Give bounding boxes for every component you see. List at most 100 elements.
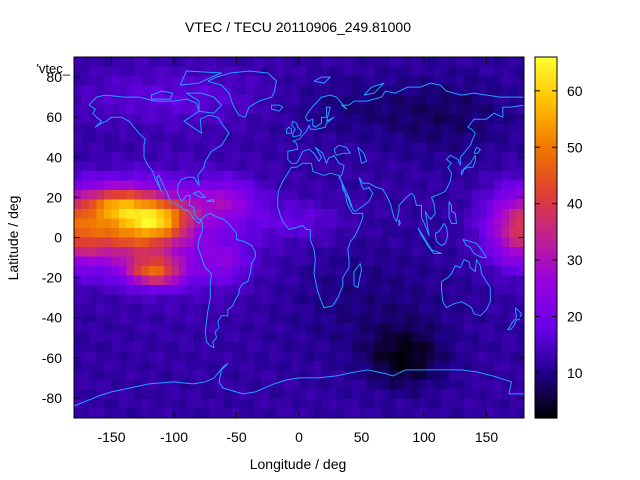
heatmap-cell: [314, 104, 322, 115]
heatmap-cell: [201, 237, 210, 248]
heatmap-cell: [149, 66, 157, 77]
heatmap-cell: [366, 76, 375, 86]
heatmap-cell: [96, 123, 105, 134]
heatmap-cell: [96, 399, 105, 409]
heatmap-cell: [374, 123, 382, 134]
heatmap-cell: [396, 370, 405, 381]
heatmap-cell: [389, 66, 397, 77]
heatmap-cell: [201, 275, 210, 286]
heatmap-cell: [366, 256, 375, 267]
heatmap-cell: [396, 237, 405, 248]
heatmap-cell: [381, 247, 390, 257]
heatmap-cell: [209, 294, 217, 305]
heatmap-cell: [111, 85, 120, 96]
heatmap-cell: [231, 313, 240, 324]
heatmap-cell: [374, 285, 382, 295]
heatmap-cell: [321, 161, 330, 172]
heatmap-cell: [119, 399, 127, 409]
heatmap-cell: [126, 275, 135, 286]
colorbar-segment: [535, 381, 557, 386]
heatmap-cell: [284, 228, 292, 238]
colorbar-segment: [535, 372, 557, 377]
y-tick-label: -60: [42, 350, 62, 366]
heatmap-cell: [299, 285, 307, 295]
heatmap-cell: [74, 114, 82, 124]
heatmap-cell: [141, 85, 150, 96]
heatmap-cell: [276, 380, 285, 390]
heatmap-cell: [126, 123, 135, 134]
heatmap-cell: [486, 247, 495, 257]
heatmap-cell: [314, 361, 322, 371]
heatmap-cell: [381, 304, 390, 314]
heatmap-cell: [426, 304, 435, 314]
heatmap-cell: [104, 180, 112, 191]
colorbar-segment: [535, 207, 557, 212]
heatmap-cell: [456, 408, 465, 419]
heatmap-cell: [186, 256, 195, 267]
heatmap-cell: [456, 104, 465, 115]
heatmap-cell: [134, 256, 142, 267]
heatmap-cell: [389, 171, 397, 181]
heatmap-cell: [231, 123, 240, 134]
colorbar-segment: [535, 180, 557, 184]
heatmap-cell: [89, 266, 97, 276]
heatmap-cell: [164, 152, 172, 162]
heatmap-cell: [231, 218, 240, 229]
heatmap-cell: [381, 190, 390, 200]
heatmap-cell: [381, 199, 390, 210]
colorbar-segment: [535, 396, 557, 401]
heatmap-cell: [374, 256, 382, 267]
heatmap-cell: [449, 209, 457, 219]
heatmap-cell: [119, 294, 127, 305]
heatmap-cell: [359, 218, 367, 229]
heatmap-cell: [381, 152, 390, 162]
heatmap-cell: [149, 133, 157, 143]
heatmap-cell: [194, 218, 202, 229]
heatmap-cell: [164, 351, 172, 362]
heatmap-cell: [494, 247, 502, 257]
heatmap-cell: [456, 218, 465, 229]
heatmap-cell: [261, 370, 270, 381]
heatmap-cell: [486, 180, 495, 191]
heatmap-cell: [291, 342, 300, 352]
heatmap-cell: [96, 209, 105, 219]
heatmap-cell: [194, 228, 202, 238]
heatmap-cell: [254, 123, 262, 134]
coastline-victoria-island: [151, 90, 174, 100]
heatmap-cell: [411, 142, 420, 153]
heatmap-cell: [426, 370, 435, 381]
heatmap-cell: [171, 313, 180, 324]
heatmap-cell: [351, 408, 360, 419]
heatmap-cell: [179, 66, 187, 77]
heatmap-cell: [171, 133, 180, 143]
heatmap-cell: [291, 399, 300, 409]
heatmap-cell: [396, 256, 405, 267]
heatmap-cell: [501, 171, 510, 181]
heatmap-cell: [171, 228, 180, 238]
heatmap-cell: [134, 142, 142, 153]
heatmap-cell: [374, 228, 382, 238]
heatmap-cell: [321, 351, 330, 362]
heatmap-cell: [329, 152, 337, 162]
heatmap-cell: [366, 389, 375, 400]
heatmap-cell: [111, 342, 120, 352]
heatmap-cell: [434, 133, 442, 143]
heatmap-cell: [224, 342, 232, 352]
heatmap-cell: [509, 275, 517, 286]
heatmap-cell: [329, 380, 337, 390]
heatmap-cell: [471, 190, 480, 200]
heatmap-cell: [411, 332, 420, 343]
heatmap-cell: [216, 228, 225, 238]
colorbar-segment: [535, 390, 557, 395]
coastline-hokkaido: [473, 146, 481, 154]
heatmap-cell: [404, 275, 412, 286]
heatmap-cell: [314, 95, 322, 105]
heatmap-cell: [374, 399, 382, 409]
heatmap-cell: [359, 361, 367, 371]
heatmap-cell: [74, 228, 82, 238]
heatmap-cell: [426, 66, 435, 77]
heatmap-cell: [299, 152, 307, 162]
heatmap-cell: [254, 256, 262, 267]
heatmap-cell: [231, 66, 240, 77]
heatmap-cell: [186, 104, 195, 115]
